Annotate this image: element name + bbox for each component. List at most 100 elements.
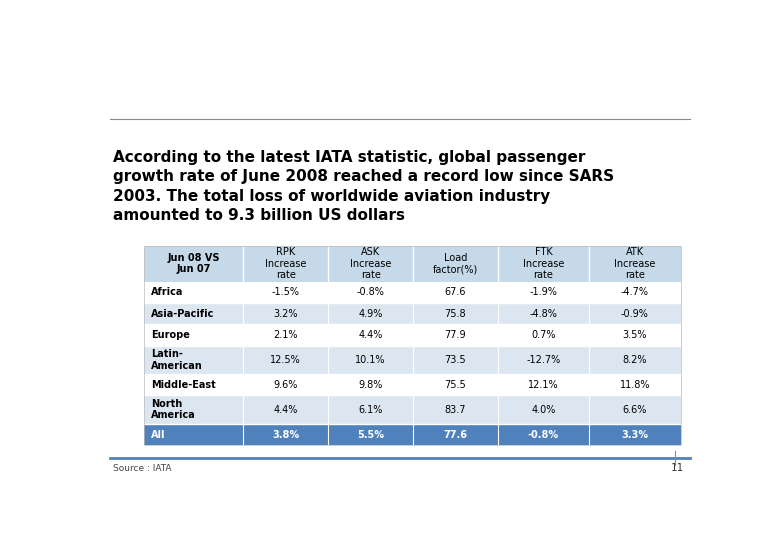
Text: Middle-East: Middle-East [151, 380, 216, 390]
Bar [328, 281, 413, 303]
Bar [589, 346, 681, 374]
Text: FTK
Increase
rate: FTK Increase rate [523, 247, 564, 280]
Bar [243, 346, 328, 374]
Text: Asia-Pacific: Asia-Pacific [151, 309, 214, 319]
Bar [144, 424, 243, 446]
Text: 3.2%: 3.2% [274, 309, 298, 319]
Text: -0.8%: -0.8% [356, 287, 385, 298]
Bar [243, 246, 328, 281]
Bar [498, 346, 589, 374]
Bar [328, 346, 413, 374]
Text: 83.7: 83.7 [445, 404, 466, 415]
Text: Latin-
American: Latin- American [151, 349, 203, 370]
Bar [589, 325, 681, 346]
Bar [328, 395, 413, 424]
Bar [413, 303, 498, 325]
Text: 67.6: 67.6 [445, 287, 466, 298]
Text: ASK
Increase
rate: ASK Increase rate [350, 247, 392, 280]
Text: Load
factor(%): Load factor(%) [433, 253, 478, 274]
Bar [498, 281, 589, 303]
Bar [144, 246, 243, 281]
Bar [144, 395, 243, 424]
Bar [243, 374, 328, 395]
Text: 4.0%: 4.0% [531, 404, 555, 415]
Text: 3.8%: 3.8% [272, 430, 300, 440]
Bar [413, 346, 498, 374]
Text: 3.5%: 3.5% [622, 330, 647, 340]
Text: -0.9%: -0.9% [621, 309, 649, 319]
Text: -12.7%: -12.7% [526, 355, 561, 365]
Text: RPK
Increase
rate: RPK Increase rate [265, 247, 307, 280]
Text: Europe: Europe [151, 330, 190, 340]
Text: -0.8%: -0.8% [528, 430, 559, 440]
Text: Jun 08 VS
Jun 07: Jun 08 VS Jun 07 [168, 253, 220, 274]
Text: 75.5: 75.5 [445, 380, 466, 390]
Bar [144, 303, 243, 325]
Bar [589, 281, 681, 303]
Bar [144, 246, 681, 446]
Text: 3.3%: 3.3% [622, 430, 648, 440]
Bar [144, 346, 243, 374]
Text: -4.8%: -4.8% [530, 309, 558, 319]
Bar [413, 374, 498, 395]
Text: -1.5%: -1.5% [271, 287, 300, 298]
Bar [413, 246, 498, 281]
Bar [243, 281, 328, 303]
Text: 0.7%: 0.7% [531, 330, 555, 340]
Text: Source : IATA: Source : IATA [112, 464, 171, 472]
Bar [328, 325, 413, 346]
Text: 77.9: 77.9 [445, 330, 466, 340]
Bar [498, 325, 589, 346]
Text: 11: 11 [671, 463, 684, 473]
Bar [589, 303, 681, 325]
Text: North
America: North America [151, 399, 196, 421]
Text: 4.4%: 4.4% [358, 330, 383, 340]
Bar [413, 395, 498, 424]
Text: 4.9%: 4.9% [358, 309, 383, 319]
Bar [243, 303, 328, 325]
Bar [413, 281, 498, 303]
Bar [498, 424, 589, 446]
Text: 4.4%: 4.4% [274, 404, 298, 415]
Text: According to the latest IATA statistic, global passenger
growth rate of June 200: According to the latest IATA statistic, … [112, 150, 614, 223]
Bar [328, 424, 413, 446]
Bar [328, 374, 413, 395]
Text: 10.1%: 10.1% [356, 355, 386, 365]
Text: All: All [151, 430, 166, 440]
Text: 8.2%: 8.2% [622, 355, 647, 365]
Text: 6.6%: 6.6% [622, 404, 647, 415]
Bar [243, 325, 328, 346]
Bar [498, 303, 589, 325]
Bar [413, 424, 498, 446]
Text: 12.1%: 12.1% [528, 380, 558, 390]
Bar [144, 325, 243, 346]
Bar [144, 281, 243, 303]
Bar [589, 374, 681, 395]
Bar [413, 325, 498, 346]
Text: 2.1%: 2.1% [274, 330, 298, 340]
Text: 75.8: 75.8 [445, 309, 466, 319]
Text: 73.5: 73.5 [445, 355, 466, 365]
Bar [589, 424, 681, 446]
Text: ATK
Increase
rate: ATK Increase rate [615, 247, 656, 280]
Text: 77.6: 77.6 [443, 430, 467, 440]
Text: 6.1%: 6.1% [358, 404, 383, 415]
Bar [498, 374, 589, 395]
Text: Africa: Africa [151, 287, 183, 298]
Bar [589, 395, 681, 424]
Text: -4.7%: -4.7% [621, 287, 649, 298]
Bar [498, 395, 589, 424]
Text: 11.8%: 11.8% [619, 380, 651, 390]
Bar [243, 424, 328, 446]
Bar [328, 246, 413, 281]
Bar [328, 303, 413, 325]
Text: 9.6%: 9.6% [274, 380, 298, 390]
Text: 5.5%: 5.5% [357, 430, 384, 440]
Bar [589, 246, 681, 281]
Text: 9.8%: 9.8% [358, 380, 383, 390]
Bar [498, 246, 589, 281]
Bar [144, 374, 243, 395]
Text: -1.9%: -1.9% [530, 287, 558, 298]
Text: 12.5%: 12.5% [271, 355, 301, 365]
Bar [243, 395, 328, 424]
